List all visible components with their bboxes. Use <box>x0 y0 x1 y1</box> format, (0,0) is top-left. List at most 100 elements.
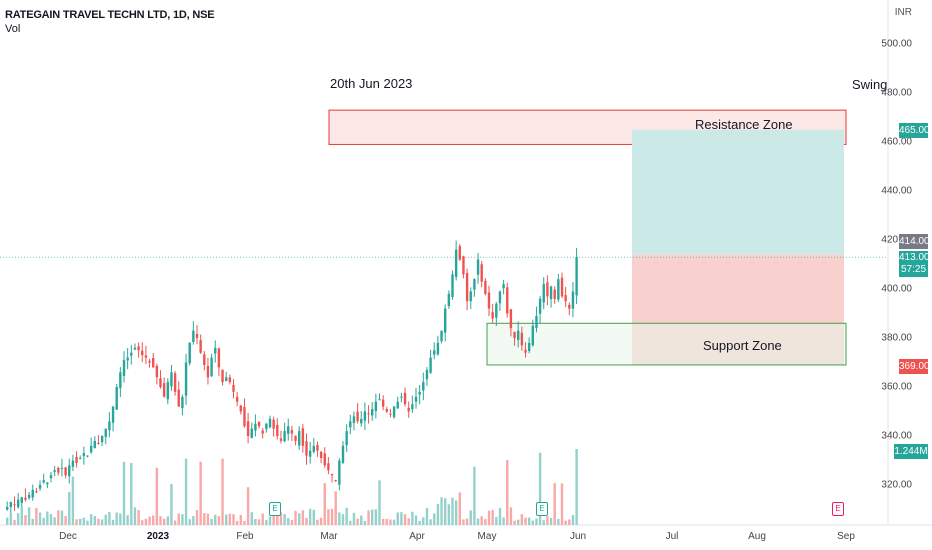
candle-body <box>225 377 228 381</box>
candle-body <box>254 423 257 431</box>
volume-bar <box>323 483 326 525</box>
volume-bar <box>155 467 159 525</box>
candle-body <box>458 246 461 260</box>
candle-body <box>31 489 34 498</box>
symbol-title[interactable]: RATEGAIN TRAVEL TECHN LTD, 1D, NSE <box>5 9 215 21</box>
price-tick-label: 380.00 <box>881 332 912 344</box>
candle-body <box>418 391 421 395</box>
candle-body <box>294 435 297 441</box>
volume-bar <box>484 519 487 525</box>
candle-body <box>429 357 432 373</box>
volume-bar <box>71 476 75 525</box>
candle-body <box>301 428 305 446</box>
volume-indicator-label[interactable]: Vol <box>5 23 21 35</box>
candle-body <box>130 352 133 356</box>
candle-body <box>349 421 352 428</box>
volume-bar <box>268 516 272 525</box>
candle-body <box>469 291 472 302</box>
volume-bar <box>531 520 534 525</box>
candle-body <box>35 491 38 493</box>
candle-body <box>305 441 308 456</box>
currency-label: INR <box>894 7 912 18</box>
price-tick-label: 320.00 <box>881 479 912 491</box>
volume-bar <box>564 520 567 525</box>
volume-bar <box>243 520 246 525</box>
volume-bar <box>206 513 210 525</box>
candle-body <box>279 438 283 441</box>
volume-bar <box>6 517 9 525</box>
volume-bar <box>60 510 64 525</box>
candle-body <box>181 396 184 409</box>
candle-body <box>148 360 151 363</box>
candle-body <box>517 330 520 341</box>
candle-body <box>276 424 279 436</box>
volume-bar <box>400 512 403 525</box>
volume-bar <box>93 516 96 525</box>
volume-bar <box>371 509 374 525</box>
resistance-zone-label: Resistance Zone <box>695 117 793 132</box>
candle-body <box>316 444 319 451</box>
volume-bar <box>418 520 421 525</box>
volume-bar <box>16 513 20 525</box>
time-tick-label: Mar <box>320 531 338 542</box>
candle-body <box>122 360 126 377</box>
volume-bar <box>86 520 89 525</box>
volume-bar <box>422 517 425 525</box>
earnings-icon[interactable]: E <box>832 502 844 516</box>
candle-body <box>71 460 75 467</box>
candle-body <box>480 264 483 282</box>
candle-body <box>560 277 564 297</box>
volume-bar <box>312 509 315 525</box>
candle-body <box>312 445 315 452</box>
candle-body <box>119 372 122 389</box>
earnings-icon[interactable]: E <box>269 502 281 516</box>
volume-bar <box>498 508 502 525</box>
candle-body <box>407 407 410 412</box>
candle-body <box>239 405 242 412</box>
volume-bar <box>68 491 71 525</box>
volume-bar <box>130 462 133 525</box>
volume-bar <box>24 515 27 525</box>
candle-body <box>553 289 556 299</box>
candle-body <box>502 284 505 289</box>
volume-bar <box>225 514 228 525</box>
candle-body <box>575 257 578 296</box>
candle-body <box>367 413 370 415</box>
volume-bar <box>509 507 513 525</box>
volume-bar <box>327 509 330 525</box>
volume-bar <box>352 512 356 525</box>
volume-bar <box>287 518 290 525</box>
candle-body <box>126 357 129 361</box>
candle-body <box>246 421 250 436</box>
price-tick-label: 440.00 <box>881 185 912 197</box>
candle-body <box>403 392 407 405</box>
volume-bar <box>75 519 78 525</box>
candle-body <box>319 451 323 459</box>
volume-bar <box>119 513 122 525</box>
price-tick-label: 480.00 <box>881 87 912 99</box>
volume-bar <box>341 514 345 525</box>
earnings-icon[interactable]: E <box>536 502 548 516</box>
candle-body <box>89 445 93 453</box>
candle-body <box>228 377 232 383</box>
volume-bar <box>162 518 166 525</box>
candle-body <box>159 378 162 387</box>
volume-bar <box>279 512 283 525</box>
volume-bar <box>228 513 232 525</box>
volume-bar <box>546 516 549 525</box>
candle-body <box>400 396 403 398</box>
candle-body <box>97 442 100 444</box>
volume-bar <box>385 518 388 525</box>
support-zone <box>486 322 847 366</box>
price-tick-label: 360.00 <box>881 381 912 393</box>
candle-body <box>27 494 31 499</box>
volume-bar <box>360 515 363 525</box>
candle-body <box>549 286 553 300</box>
candle-body <box>184 362 188 396</box>
candle-body <box>272 419 275 429</box>
volume-bar <box>104 514 107 525</box>
candle-body <box>433 350 436 355</box>
candle-body <box>287 426 290 434</box>
volume-bar <box>188 519 191 525</box>
